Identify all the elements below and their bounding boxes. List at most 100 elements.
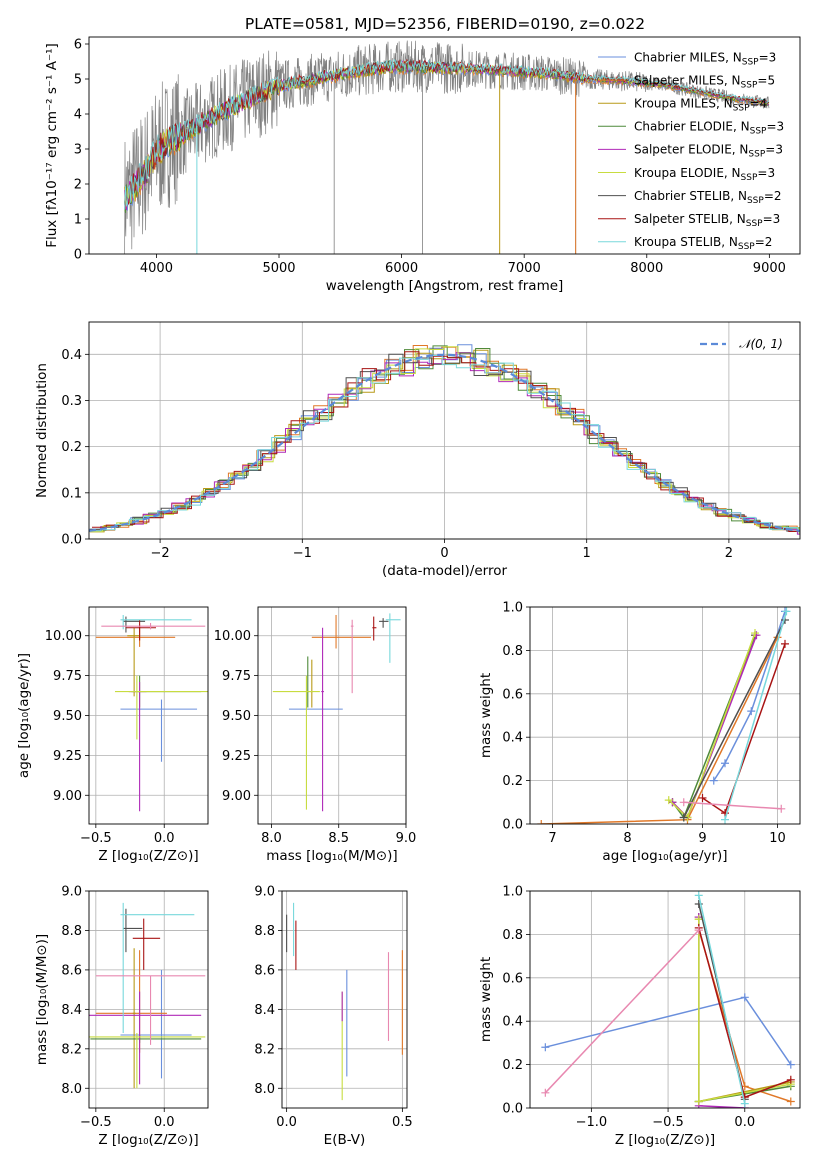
x-axis-label: Z [log₁₀(Z/Z⊙)] [98,848,198,864]
x-tick-label: −1.0 [576,1115,608,1130]
legend-subscript: SSP [750,127,767,137]
legend-count: =2 [764,189,782,203]
mass-weight-marker [777,804,786,813]
mass-weight-line [724,611,788,820]
z-vs-mass-weight-panel: −1.0 −0.5 0.0 0.0 0.2 0.4 0.6 0.8 1.0 Z [log₁₀(Z/… [478,885,801,1148]
y-tick-label: 0.2 [502,774,523,789]
y-tick-label: 8.8 [61,924,82,939]
mass-weight-marker [740,1099,749,1108]
x-axis-label: wavelength [Angstrom, rest frame] [326,278,564,294]
mass-weight-marker [721,815,729,824]
plot-area [89,344,800,535]
x-tick-label: 0.0 [154,1115,175,1130]
mass-weight-line [698,895,746,1104]
plot-area [537,607,791,824]
age-vs-mass-weight-panel: 7 8 9 10 0.0 0.2 0.4 0.6 0.8 1.0 age [log₁₀(age/yr… [478,601,801,864]
y-tick-label: 2 [74,178,82,193]
x-axis-label: mass [log₁₀(M/M⊙)] [266,848,397,864]
x-tick-label: 10 [769,831,786,846]
y-tick-label: 8.6 [61,963,82,978]
y-tick-label: 0.6 [502,687,523,702]
mass-weight-marker [747,707,756,716]
y-tick-label: 0.0 [61,533,82,548]
mass-weight-marker [740,993,749,1002]
y-tick-label: 0.2 [61,440,82,455]
x-tick-label: 9 [698,831,706,846]
mass-weight-marker [786,1075,795,1084]
y-tick-label: 9.50 [222,709,251,724]
x-tick-label: 1 [583,546,591,561]
mass-weight-marker [694,926,703,935]
legend-subscript: SSP [741,80,758,90]
legend-entry: Salpeter MILES, NSSP=5 [634,73,775,90]
y-axis-label: Flux [fλ10⁻¹⁷ erg cm⁻² s⁻¹ A⁻¹] [44,43,60,248]
plot-area [124,40,770,254]
y-tick-label: 4 [74,108,82,123]
grid [530,890,800,1109]
mass-weight-line [544,929,700,1094]
legend-entry: Salpeter ELODIE, NSSP=3 [634,143,783,160]
legend-count: =3 [766,120,784,134]
mass-weight-marker [694,1097,703,1106]
legend-subscript: SSP [747,196,764,206]
legend-entry: Kroupa STELIB, NSSP=2 [634,235,772,252]
residual-histogram-step [92,351,800,532]
z-vs-mass-panel: −0.5 0.0 8.0 8.2 8.4 8.6 8.8 9.0 Z [log₁₀(Z/Z⊙)]… [34,885,209,1148]
mass-weight-line [683,619,786,818]
legend-entry: Kroupa ELODIE, NSSP=3 [634,166,775,183]
legend-count: =3 [765,143,783,157]
axes-frame [257,606,407,825]
y-tick-label: 8.0 [61,1082,82,1097]
legend-entry: Chabrier ELODIE, NSSP=3 [634,120,784,137]
y-tick-label: 8.8 [254,924,275,939]
axes-frame [281,890,408,1109]
y-tick-label: 0.4 [502,731,523,746]
y-tick-label: 9.00 [222,789,251,804]
x-axis-label: Z [log₁₀(Z/Z⊙)] [615,1132,715,1148]
legend-count: =4 [750,97,768,111]
x-tick-label: 5000 [262,261,295,276]
legend-subscript: SSP [738,242,755,252]
mass-weight-marker [709,776,718,785]
mass-weight-line [671,634,756,819]
y-tick-label: 9.25 [222,749,251,764]
x-tick-label: −0.5 [80,831,112,846]
mass-weight-marker [781,639,789,648]
x-axis-label: age [log₁₀(age/yr)] [602,848,727,864]
x-axis-label: E(B-V) [324,1132,366,1148]
mass-weight-marker [694,891,703,900]
x-tick-label: 0.5 [392,1115,413,1130]
mass-weight-marker [537,820,546,824]
legend-count: =3 [757,166,775,180]
x-tick-label: 9.0 [396,831,417,846]
y-tick-label: 6 [74,38,82,53]
mass-weight-marker [782,607,791,616]
y-tick-label: 9.75 [53,669,82,684]
mass-weight-marker [786,1097,795,1106]
y-tick-label: 0.1 [61,486,82,501]
plot-area [95,614,208,812]
normal-curve-line [89,353,800,532]
x-tick-label: −1 [293,546,312,561]
mass-weight-marker [721,759,729,768]
y-axis-label: mass [log₁₀(M/M⊙)] [34,934,50,1065]
residual-histogram-step [89,352,800,535]
y-tick-label: 0 [74,248,82,263]
y-axis-label: Normed distribution [34,363,50,498]
mass-weight-line [683,801,782,810]
y-tick-label: 9.25 [53,749,82,764]
x-tick-label: 0.0 [734,1115,755,1130]
legend-subscript: SSP [742,57,759,67]
y-tick-label: 0.2 [502,1058,523,1073]
y-tick-label: 0.6 [502,971,523,986]
z-vs-age-panel: −0.5 0.0 9.00 9.25 9.50 9.75 10.00 Z [log₁₀(Z/Z… [16,606,209,864]
mass-weight-marker [698,793,707,802]
x-tick-label: 7 [548,831,556,846]
residual-histogram-step [89,355,800,532]
y-tick-label: 10.00 [214,629,251,644]
y-tick-label: 3 [74,143,82,158]
mass-weight-marker [679,813,688,822]
x-tick-label: 2 [725,546,733,561]
y-tick-label: 8.2 [254,1042,275,1057]
x-tick-label: 8 [623,831,631,846]
